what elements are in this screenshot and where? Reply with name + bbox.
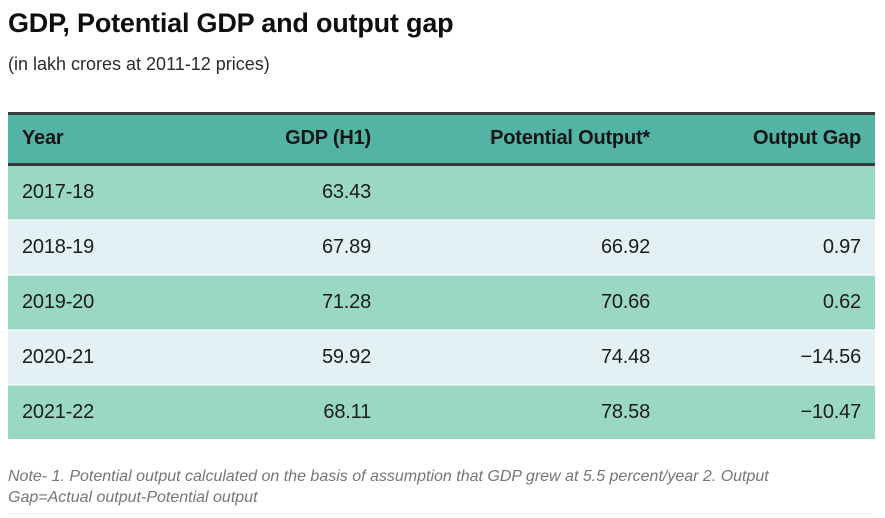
chart-subtitle: (in lakh crores at 2011-12 prices) xyxy=(8,54,270,75)
cell-year: 2018-19 xyxy=(22,235,94,258)
cell-potential-output: 78.58 xyxy=(600,400,650,423)
column-header-gdp-h1: GDP (H1) xyxy=(285,127,371,150)
cell-potential-output: 66.92 xyxy=(600,235,650,258)
column-header-year: Year xyxy=(22,127,64,150)
chart-title: GDP, Potential GDP and output gap xyxy=(8,8,454,38)
cell-output-gap: 0.97 xyxy=(822,235,861,258)
cell-gdp: 71.28 xyxy=(321,290,371,313)
cell-output-gap xyxy=(664,164,875,220)
cell-potential-output xyxy=(385,164,664,220)
cell-potential-output: 70.66 xyxy=(600,290,650,313)
cell-year: 2019-20 xyxy=(22,290,94,313)
bottom-divider xyxy=(8,512,873,514)
data-table: Year GDP (H1) Potential Output* Output G… xyxy=(8,112,875,439)
footnote: Note- 1. Potential output calculated on … xyxy=(8,467,769,507)
cell-output-gap: −14.56 xyxy=(800,345,861,368)
cell-year: 2021-22 xyxy=(22,400,94,423)
header-row: Year GDP (H1) Potential Output* Output G… xyxy=(8,113,875,165)
cell-gdp: 68.11 xyxy=(323,400,371,423)
cell-output-gap: 0.62 xyxy=(822,290,861,313)
table-row: 2019-20 71.28 70.66 0.62 xyxy=(8,274,875,330)
table-row: 2018-19 67.89 66.92 0.97 xyxy=(8,219,875,275)
cell-gdp: 67.89 xyxy=(321,235,371,258)
cell-gdp: 59.92 xyxy=(321,345,371,368)
column-header-output-gap: Output Gap xyxy=(753,127,861,150)
cell-year: 2017-18 xyxy=(22,180,94,203)
cell-output-gap: −10.47 xyxy=(800,400,861,423)
cell-year: 2020-21 xyxy=(22,345,94,368)
table-row: 2021-22 68.11 78.58 −10.47 xyxy=(8,384,875,439)
column-header-potential-output: Potential Output* xyxy=(490,127,650,150)
cell-potential-output: 74.48 xyxy=(600,345,650,368)
cell-gdp: 63.43 xyxy=(321,180,371,203)
table-row: 2020-21 59.92 74.48 −14.56 xyxy=(8,329,875,385)
table-row: 2017-18 63.43 xyxy=(8,164,875,220)
